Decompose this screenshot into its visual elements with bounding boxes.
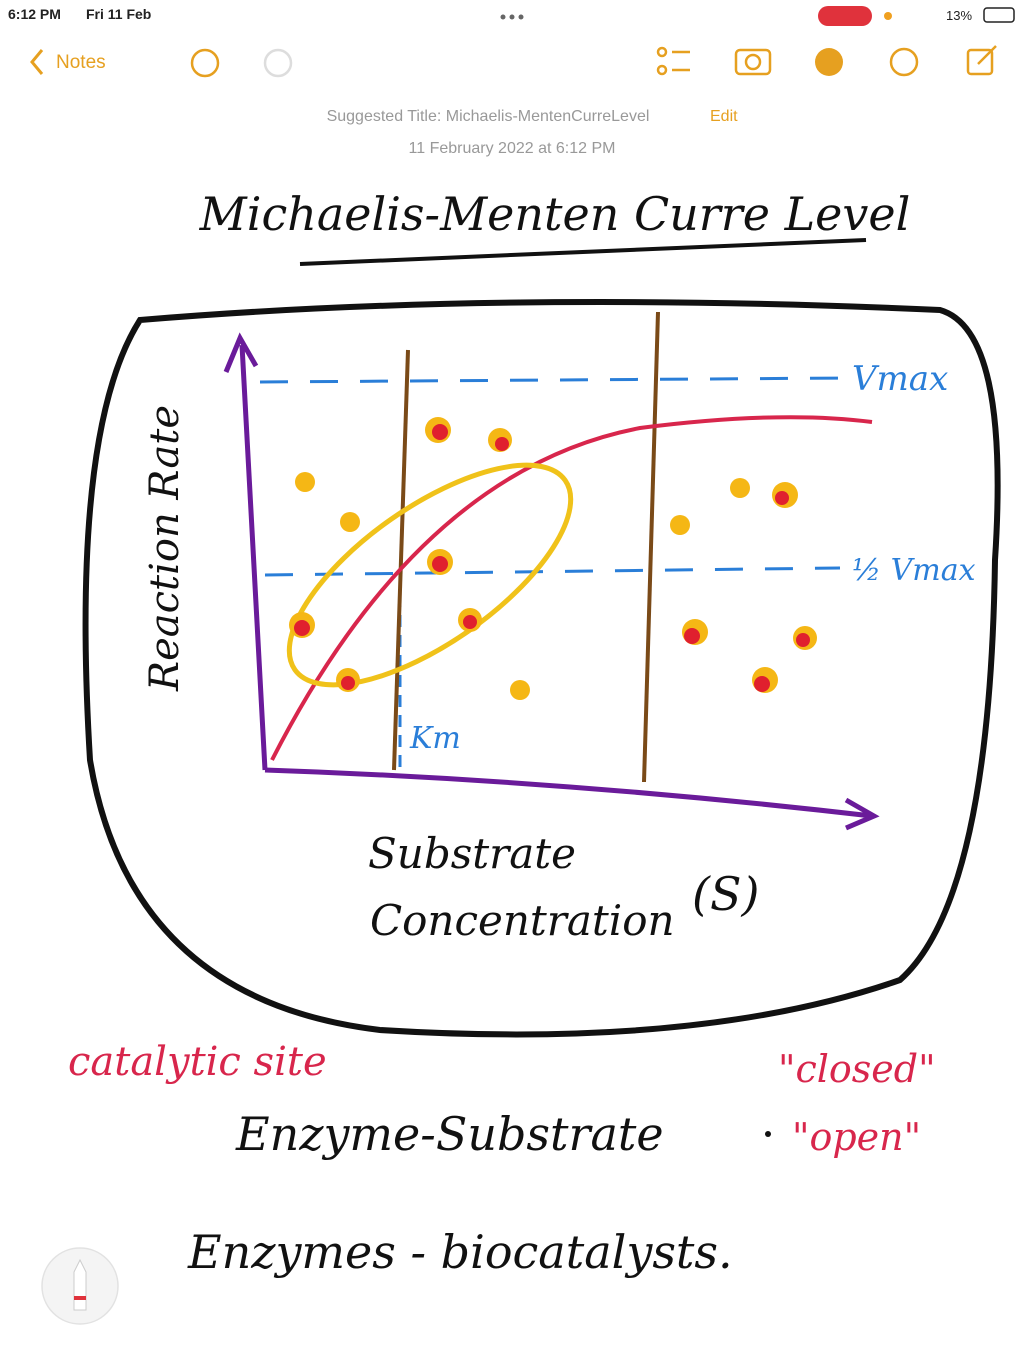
markup-button[interactable] — [815, 48, 843, 76]
half-vmax-line — [264, 566, 841, 577]
enzymes-note: Enzymes - biocatalysts. — [187, 1225, 733, 1279]
catalytic-note: catalytic site — [68, 1039, 327, 1085]
pencil-tool-button[interactable] — [41, 1247, 119, 1325]
x-axis — [264, 767, 880, 831]
y-axis-label: Reaction Rate — [142, 405, 188, 692]
enzyme-substrate-note: Enzyme-Substrate — [235, 1107, 664, 1161]
edit-title-button[interactable]: Edit — [710, 108, 738, 125]
back-label[interactable]: Notes — [56, 52, 106, 73]
title-underline — [299, 238, 867, 266]
sketch-title: Michaelis-Menten Curre Level — [199, 187, 911, 241]
km-label: Km — [409, 721, 461, 756]
camera-button[interactable] — [734, 48, 772, 76]
mic-indicator — [884, 12, 892, 20]
substrate-dots — [289, 417, 817, 700]
bullet-dot — [765, 1131, 771, 1137]
vmax-line — [259, 376, 851, 384]
suggested-title: Suggested Title: Michaelis-MentenCurreLe… — [327, 108, 650, 125]
x-axis-label-line1: Substrate — [368, 829, 576, 878]
half-vmax-label: ½ Vmax — [852, 553, 976, 588]
status-date: Fri 11 Feb — [86, 6, 151, 22]
closed-note: "closed" — [778, 1047, 936, 1091]
battery-icon — [983, 7, 1015, 23]
vmax-label: Vmax — [852, 359, 948, 399]
more-button[interactable] — [889, 47, 919, 77]
x-axis-label-line2: Concentration — [370, 896, 675, 945]
battery-percent: 13% — [946, 8, 972, 23]
highlight-loop — [286, 462, 574, 688]
back-button[interactable]: Notes — [30, 49, 106, 75]
x-axis-symbol: (S) — [692, 867, 759, 921]
redo-button[interactable] — [263, 48, 293, 78]
divider-line — [642, 311, 660, 783]
open-note: "open" — [792, 1115, 921, 1159]
divider-line — [392, 349, 410, 771]
compose-button[interactable] — [966, 45, 997, 76]
note-date: 11 February 2022 at 6:12 PM — [409, 140, 616, 157]
undo-button[interactable] — [190, 48, 220, 78]
recording-indicator — [818, 6, 872, 26]
checklist-button[interactable] — [656, 46, 690, 76]
rate-curve — [270, 415, 873, 761]
y-axis — [223, 332, 268, 771]
sketch-frame — [82, 299, 1001, 1038]
multitask-dots[interactable] — [500, 14, 524, 20]
status-time: 6:12 PM — [8, 6, 61, 22]
